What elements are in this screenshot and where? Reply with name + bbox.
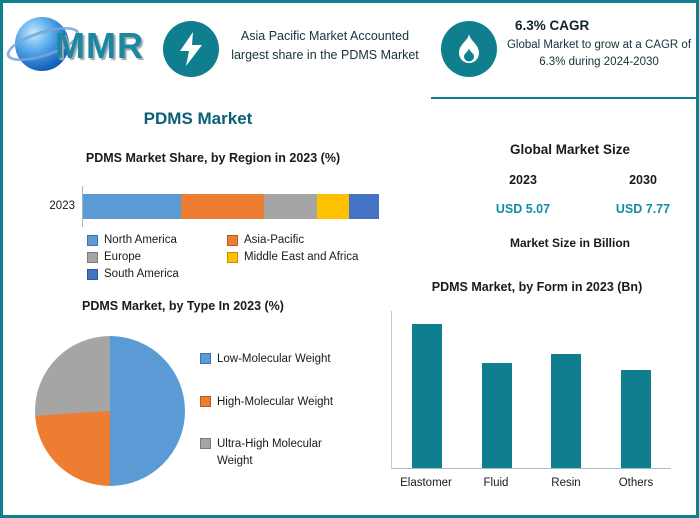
form-bar-others [621,369,652,468]
form-labels: Elastomer Fluid Resin Others [391,477,671,489]
header-divider [431,97,696,99]
legend-item: Ultra-High Molecular Weight [200,436,350,469]
legend-item: Low-Molecular Weight [200,351,350,368]
logo-text: MMR [55,25,144,66]
form-bar-label: Others [618,477,654,489]
flame-icon [459,34,479,63]
legend-label: High-Molecular Weight [217,395,334,408]
cagr-heading: 6.3% CAGR [515,18,590,33]
legend-swatch [227,234,238,246]
legend-item: Middle East and Africa [227,251,397,263]
market-size-value-2023: USD 5.07 [495,202,551,216]
market-size-values: USD 5.07 USD 7.77 [463,202,696,216]
legend-label: Middle East and Africa [244,251,359,263]
legend-label: South America [104,268,179,280]
form-bars [391,311,671,469]
lightning-icon [180,32,202,66]
form-chart-title: PDMS Market, by Form in 2023 (Bn) [431,280,643,294]
header-highlight-text: Asia Pacific Market Accounted largest sh… [231,29,419,62]
legend-label: Ultra-High Molecular Weight [217,438,322,468]
region-chart-title: PDMS Market Share, by Region in 2023 (%) [85,151,341,165]
legend-swatch [87,268,98,280]
region-bar-segment [83,194,181,219]
legend-swatch [227,251,238,263]
legend-item: South America [87,268,227,280]
market-size-value-2030: USD 7.77 [615,202,671,216]
legend-swatch [200,353,211,364]
legend-item: North America [87,234,227,246]
globe-icon [15,17,69,71]
market-size-year-2030: 2030 [629,173,657,187]
market-size-years: 2023 2030 [463,173,696,187]
type-legend: Low-Molecular Weight High-Molecular Weigh… [200,351,350,470]
form-bar-label: Resin [551,477,581,489]
legend-swatch [200,395,211,407]
region-bar-segment [263,194,317,219]
legend-label: Europe [104,251,142,263]
type-chart-title: PDMS Market, by Type In 2023 (%) [82,299,284,313]
cagr-text: Global Market to grow at a CAGR of 6.3% … [506,39,692,68]
legend-swatch [87,234,98,246]
type-pie-chart [35,336,185,486]
market-size-note: Market Size in Billion [509,236,631,250]
region-axis-line [82,186,83,227]
highlight-circle-1 [163,21,219,77]
legend-label: Low-Molecular Weight [217,353,331,365]
legend-swatch [200,438,211,450]
page-title: PDMS Market [143,109,253,128]
legend-label: North America [104,234,177,246]
form-bar-label: Elastomer [400,477,452,489]
region-category-label: 2023 [49,200,75,212]
form-bar-resin [551,353,582,468]
market-size-title: Global Market Size [509,142,631,157]
market-size-year-2023: 2023 [509,173,537,187]
highlight-circle-2 [441,21,497,77]
form-bar-label: Fluid [483,477,509,489]
legend-item: High-Molecular Weight [200,394,350,411]
legend-swatch [87,251,98,263]
region-stacked-bar [83,194,379,219]
form-bar-elastomer [411,324,442,468]
region-bar-segment [316,194,350,219]
legend-label: Asia-Pacific [244,234,305,246]
cagr-block: 6.3% CAGR Global Market to grow at a CAG… [501,18,696,70]
legend-item: Europe [87,251,227,263]
mmr-logo: MMR [3,11,163,79]
legend-item: Asia-Pacific [227,234,397,246]
region-legend: North America Asia-Pacific Europe Middle Ea… [87,234,397,280]
form-bar-fluid [481,363,512,468]
region-bar-segment [180,194,264,219]
region-bar-segment [349,194,379,219]
